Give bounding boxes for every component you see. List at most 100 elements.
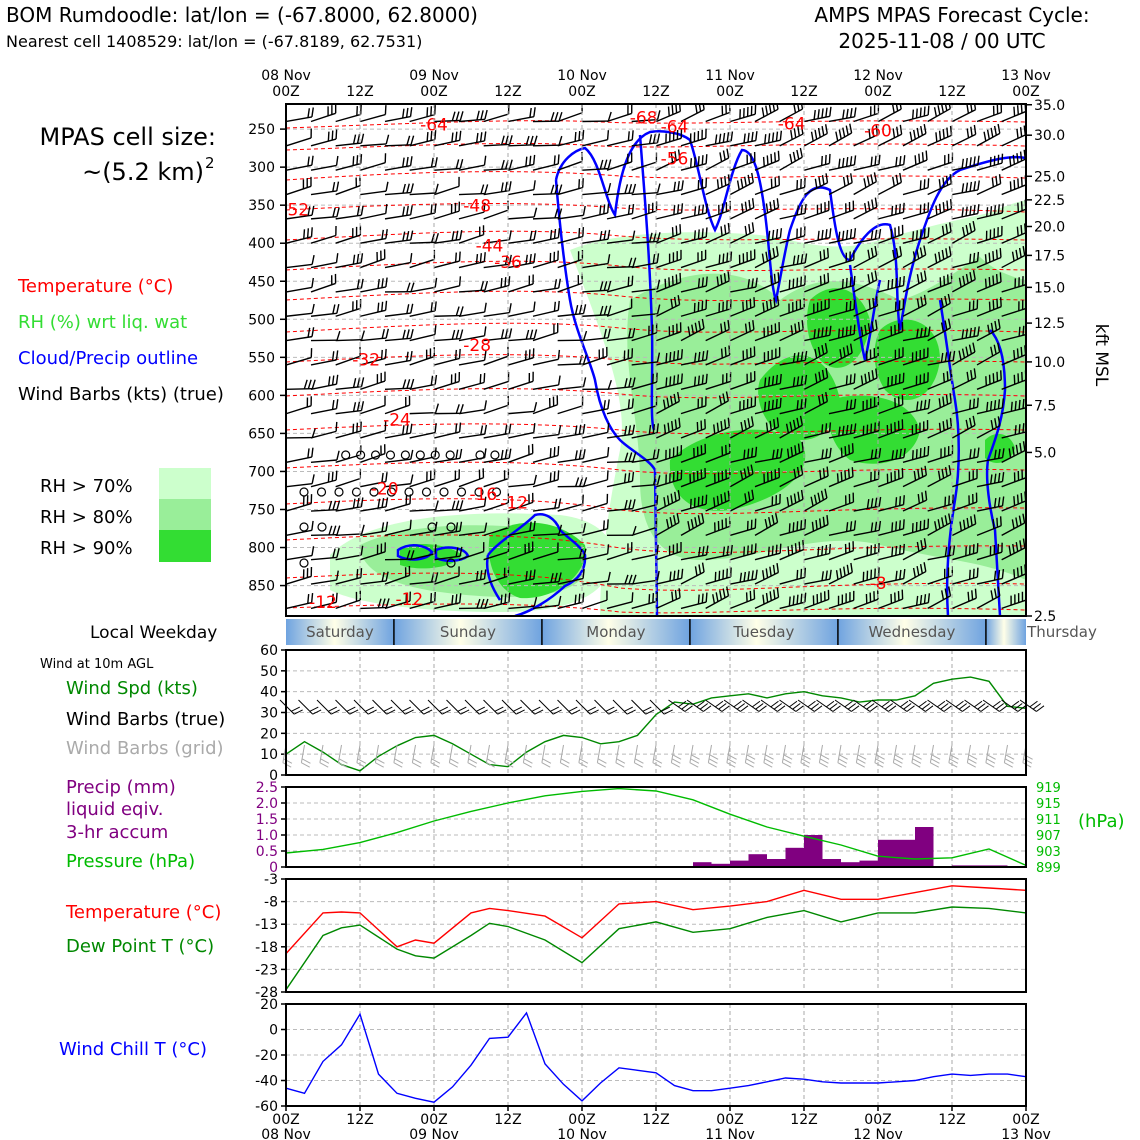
barb-shaft: [1001, 354, 1026, 366]
barb-feather: [857, 754, 867, 760]
calm-circle: [446, 522, 456, 532]
barb-feather: [426, 132, 429, 142]
wind-barb: [804, 248, 830, 269]
wind-barb: [508, 423, 536, 439]
barb-feather: [533, 596, 538, 607]
barb-shaft: [890, 699, 908, 712]
barb-feather: [822, 468, 826, 478]
barb-feather: [529, 107, 532, 118]
barb-feather: [360, 377, 365, 387]
barb-feather: [624, 378, 628, 388]
pressure-tick-label: 850: [248, 579, 275, 595]
barb-feather: [384, 105, 387, 115]
barb-feather: [969, 205, 972, 216]
barb-feather: [360, 133, 365, 144]
wind-barb: [804, 422, 832, 439]
barb-feather: [476, 598, 481, 609]
barb-feather: [587, 706, 597, 712]
barb-shaft: [754, 426, 779, 439]
barb-shaft: [582, 238, 609, 244]
barb-feather: [871, 127, 875, 137]
barb-shaft: [557, 312, 584, 317]
barb-feather: [717, 472, 720, 482]
wind-barb: [582, 571, 611, 585]
wind-barb: [878, 468, 904, 488]
barb-feather: [331, 130, 334, 141]
barb-feather: [749, 347, 752, 358]
wind-barb: [976, 370, 1002, 390]
wind-barb: [631, 133, 661, 147]
legend-barbs-true: Wind Barbs (true): [66, 709, 225, 730]
barb-feather: [867, 371, 871, 382]
wind-barb: [582, 399, 610, 415]
barb-feather: [282, 762, 292, 768]
barb-feather: [606, 203, 610, 214]
barb-feather: [761, 570, 765, 580]
barb-feather: [824, 202, 826, 212]
barb-feather: [582, 569, 585, 579]
barb-shaft: [828, 599, 854, 610]
barb-feather: [969, 104, 973, 112]
barb-feather: [842, 176, 846, 187]
wind-barb: [976, 272, 1002, 293]
barb-shaft: [596, 744, 601, 763]
barb-feather: [813, 329, 816, 339]
wind-barb: [631, 183, 661, 196]
barb-feather: [795, 300, 798, 311]
barb-shaft: [779, 407, 806, 415]
wind-barb: [286, 327, 315, 342]
wind-barb: [483, 328, 513, 342]
barb-shaft: [754, 521, 778, 536]
barb-feather: [634, 758, 644, 764]
barb-feather: [697, 398, 700, 409]
barb-feather: [484, 184, 489, 194]
barb-feather: [697, 180, 700, 190]
wind-barb: [656, 445, 683, 463]
barb-feather: [972, 342, 976, 353]
cell-subtitle: Nearest cell 1408529: lat/lon = (-67.818…: [6, 32, 422, 51]
barb-shaft: [927, 426, 952, 439]
pressure-tick-label: 903: [1036, 845, 1061, 860]
wind-barb: [779, 275, 806, 293]
barb-feather: [767, 326, 769, 336]
barb-feather: [961, 329, 965, 339]
wind-barb: [878, 543, 905, 561]
barb-feather: [335, 350, 339, 360]
barb-feather: [385, 134, 390, 145]
legend-precip-line2: liquid eqiv.: [66, 799, 163, 820]
barb-feather: [945, 248, 948, 258]
barb-feather: [384, 395, 386, 406]
wind-barb: [730, 543, 757, 561]
barb-feather: [901, 589, 904, 600]
barb-feather: [524, 544, 526, 554]
wind-barb: [384, 350, 413, 366]
barb-feather: [774, 469, 777, 479]
barb-feather: [697, 229, 700, 239]
barb-feather: [755, 703, 764, 710]
barb-feather: [668, 253, 671, 264]
pressure-tick-label: 600: [248, 388, 275, 404]
barb-feather: [837, 328, 841, 339]
barb-feather: [380, 445, 382, 456]
barb-feather: [577, 275, 580, 285]
barb-feather: [736, 180, 740, 190]
barb-feather: [607, 379, 612, 390]
barb-feather: [725, 518, 727, 528]
barb-shaft: [754, 596, 779, 610]
wind-barb: [779, 203, 807, 220]
barb-shaft: [310, 579, 337, 585]
barb-feather: [923, 399, 927, 410]
barb-feather: [483, 155, 487, 166]
barb-feather: [409, 253, 413, 263]
surface-barb-grid: [652, 744, 663, 768]
rh70-swatch: [159, 468, 211, 499]
barb-feather: [705, 545, 709, 556]
barb-shaft: [1001, 110, 1026, 123]
wind-barb: [335, 421, 362, 439]
barb-feather: [821, 545, 824, 556]
barb-feather: [508, 423, 512, 434]
barb-feather: [796, 521, 799, 531]
barb-feather: [355, 300, 358, 310]
barb-feather: [898, 276, 902, 287]
barb-shaft: [853, 112, 879, 123]
